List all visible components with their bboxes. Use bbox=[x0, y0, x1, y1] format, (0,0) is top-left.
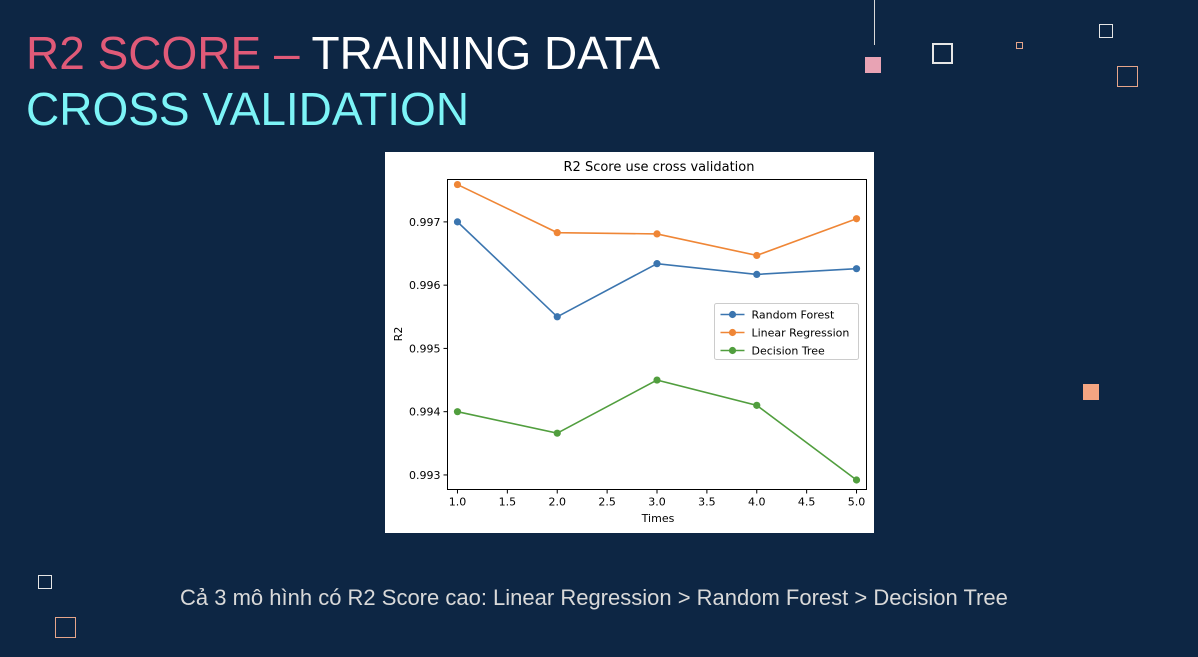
decor-square-outline bbox=[1117, 66, 1138, 87]
x-tick-label: 4.0 bbox=[748, 496, 766, 509]
data-point-linear-regression bbox=[852, 215, 861, 223]
decor-square-outline bbox=[55, 617, 76, 638]
x-tick-label: 3.5 bbox=[698, 496, 716, 509]
legend-marker bbox=[728, 310, 737, 319]
x-tick-label: 5.0 bbox=[848, 496, 866, 509]
x-tick-label: 1.5 bbox=[499, 496, 517, 509]
decor-square-pink bbox=[865, 57, 881, 73]
x-tick-label: 2.0 bbox=[548, 496, 566, 509]
x-tick-label: 2.5 bbox=[598, 496, 616, 509]
data-point-decision-tree bbox=[453, 408, 462, 416]
r2-line-chart: R2 Score use cross validation Times R2 1… bbox=[385, 152, 874, 533]
legend: Random Forest Linear Regression Decision T… bbox=[714, 303, 859, 360]
legend-marker bbox=[728, 346, 737, 355]
legend-entry: Decision Tree bbox=[752, 345, 825, 358]
legend-entry: Random Forest bbox=[752, 309, 835, 322]
title-r2-score: R2 SCORE bbox=[26, 27, 262, 79]
x-axis-label: Times bbox=[641, 512, 675, 525]
title-training-data: TRAINING DATA bbox=[311, 27, 660, 79]
y-tick-label: 0.993 bbox=[409, 469, 441, 482]
legend-entry: Linear Regression bbox=[752, 327, 850, 340]
data-point-linear-regression bbox=[653, 230, 661, 238]
data-point-random-forest bbox=[553, 313, 561, 321]
slide-subtitle: CROSS VALIDATION bbox=[26, 83, 470, 135]
slide-title: R2 SCORE – TRAINING DATA bbox=[26, 30, 660, 76]
slide-caption: Cả 3 mô hình có R2 Score cao: Linear Reg… bbox=[180, 585, 1008, 610]
y-tick-label: 0.994 bbox=[409, 406, 441, 419]
data-point-decision-tree bbox=[553, 429, 561, 437]
title-dash: – bbox=[261, 27, 312, 79]
x-tick-label: 3.0 bbox=[648, 496, 666, 509]
data-point-random-forest bbox=[453, 218, 462, 226]
data-point-decision-tree bbox=[852, 476, 861, 484]
decor-vertical-line bbox=[874, 0, 875, 45]
data-point-random-forest bbox=[653, 260, 661, 268]
data-point-random-forest bbox=[753, 270, 761, 278]
chart-title: R2 Score use cross validation bbox=[564, 160, 755, 175]
data-point-linear-regression bbox=[753, 251, 761, 260]
data-point-random-forest bbox=[852, 265, 861, 273]
decor-square-outline bbox=[1099, 24, 1113, 38]
decor-square-outline-small bbox=[1016, 42, 1023, 49]
x-tick-label: 4.5 bbox=[798, 496, 816, 509]
data-point-decision-tree bbox=[753, 401, 761, 409]
data-point-decision-tree bbox=[653, 376, 661, 384]
legend-marker bbox=[728, 328, 737, 337]
series-line-decision-tree bbox=[457, 379, 858, 481]
data-point-linear-regression bbox=[453, 180, 462, 189]
y-axis-label: R2 bbox=[392, 327, 405, 342]
series-line-linear-regression bbox=[457, 183, 857, 257]
decor-square-outline bbox=[932, 43, 953, 64]
y-tick-label: 0.996 bbox=[409, 279, 441, 292]
x-tick-label: 1.0 bbox=[449, 496, 467, 509]
legend-box bbox=[714, 303, 859, 360]
decor-square-outline bbox=[38, 575, 52, 589]
decor-square-salmon bbox=[1083, 384, 1099, 400]
y-tick-label: 0.997 bbox=[409, 216, 441, 229]
y-tick-label: 0.995 bbox=[409, 342, 441, 355]
data-point-linear-regression bbox=[553, 229, 561, 237]
plot-frame bbox=[447, 179, 867, 490]
